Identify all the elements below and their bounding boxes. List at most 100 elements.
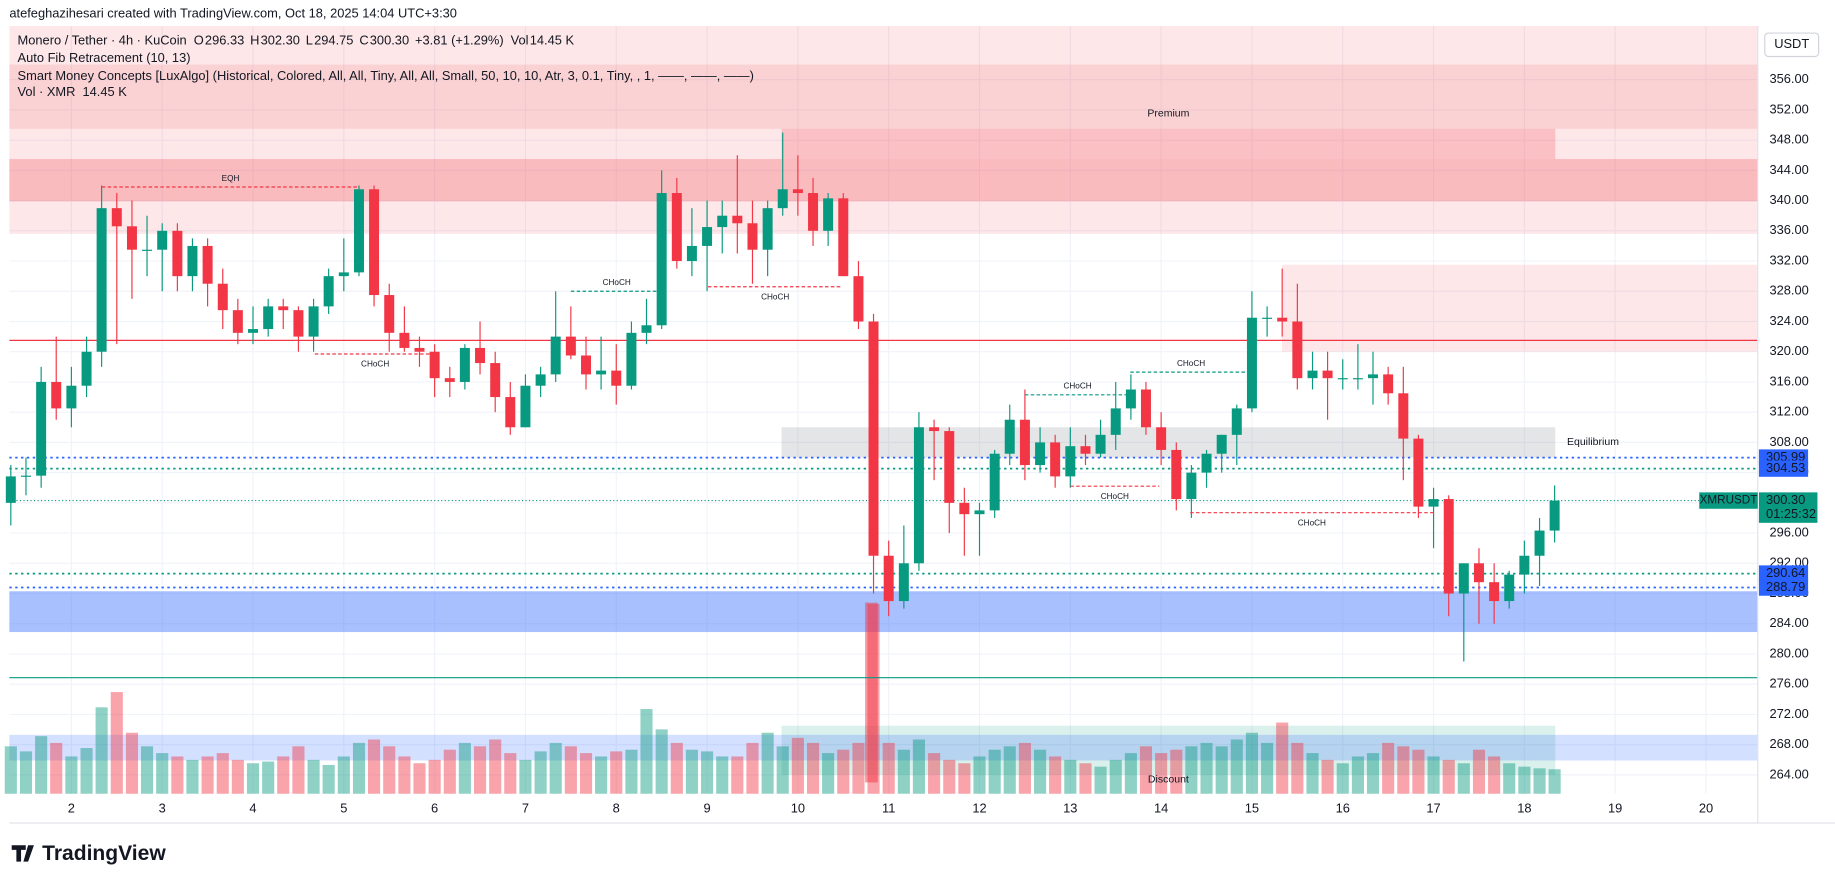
zone-label: Premium — [1147, 107, 1189, 119]
x-tick-label: 3 — [159, 800, 166, 815]
candle-body — [475, 347, 486, 364]
last-price-tag — [1758, 492, 1818, 523]
structure-label: CHoCH — [761, 292, 789, 301]
zone-label: Equilibrium — [1567, 436, 1619, 448]
candle-body — [944, 431, 955, 503]
candle-body — [747, 223, 758, 250]
volume-bar — [1306, 753, 1319, 794]
x-tick-label: 12 — [972, 800, 986, 815]
volume-bar — [958, 763, 971, 794]
volume-bar — [716, 756, 729, 794]
structure-label: CHoCH — [1298, 518, 1326, 527]
x-tick-label: 14 — [1154, 800, 1168, 815]
volume-bar — [1397, 746, 1410, 794]
volume-bar — [1261, 742, 1274, 794]
candle-body — [1171, 449, 1182, 500]
volume-bar — [140, 746, 154, 794]
currency-box[interactable] — [1764, 32, 1820, 58]
candle-body — [142, 249, 153, 251]
zone-label: Discount — [1148, 773, 1189, 785]
candle-body — [111, 208, 122, 227]
volume-bar — [822, 753, 835, 794]
candle-body — [248, 329, 259, 333]
candle-body — [414, 347, 425, 352]
volume-bar — [1170, 749, 1183, 794]
candle-body — [36, 381, 47, 476]
candle-body — [444, 378, 455, 382]
candle-body — [838, 198, 849, 277]
volume-bar — [837, 749, 850, 794]
volume-bar — [110, 692, 123, 794]
candle-body — [1050, 442, 1061, 477]
ohlc-value: 294.75 — [314, 33, 353, 48]
volume-bar — [988, 749, 1001, 794]
zone — [1281, 264, 1758, 352]
y-tick-label: 264.00 — [1769, 766, 1808, 781]
candle-body — [126, 226, 137, 250]
candle-body — [96, 208, 107, 352]
currency[interactable]: USDT — [1774, 36, 1809, 51]
volume-bar — [943, 759, 956, 794]
volume-bar — [246, 763, 260, 794]
volume-bar — [1109, 759, 1122, 794]
candle-body — [959, 502, 970, 515]
x-tick-label: 17 — [1426, 800, 1440, 815]
symbol: Monero / Tether · 4h · KuCoin — [18, 33, 187, 48]
volume-bar — [231, 759, 244, 794]
volume-bar — [95, 707, 108, 794]
volume-bar — [1124, 753, 1137, 794]
volume-bar — [443, 749, 456, 794]
x-tick-label: 4 — [249, 800, 256, 815]
structure-label: CHoCH — [1177, 359, 1205, 368]
volume-bar — [65, 756, 78, 794]
structure-label: CHoCH — [603, 278, 631, 287]
candle-body — [66, 385, 77, 409]
candle-body — [278, 306, 289, 311]
volume-bar — [458, 742, 471, 794]
volume-bar — [1049, 756, 1062, 794]
volume-bar — [867, 603, 880, 794]
zone — [781, 128, 1556, 160]
candle-body — [1277, 317, 1288, 322]
structure-label: CHoCH — [1063, 382, 1091, 391]
vol-indicator: Vol · XMR — [18, 84, 76, 99]
volume-bar — [1427, 756, 1440, 794]
volume-bar — [428, 759, 441, 794]
candle-body — [1383, 374, 1394, 394]
y-tick-label: 344.00 — [1769, 162, 1808, 177]
ohlc-key: C — [359, 33, 368, 48]
x-tick-label: 16 — [1336, 800, 1350, 815]
volume-bar — [1276, 722, 1289, 794]
candle-body — [641, 325, 652, 333]
volume-bar — [1139, 746, 1153, 794]
candle-body — [883, 555, 894, 602]
ohlc-value: 300.30 — [370, 33, 409, 48]
candle-body — [792, 189, 803, 194]
volume-bar — [519, 759, 532, 794]
volume-bar — [1003, 746, 1016, 794]
candle-body — [989, 453, 1000, 511]
volume-bar — [776, 746, 789, 794]
candle-body — [1216, 434, 1227, 454]
x-tick-label: 13 — [1063, 800, 1077, 815]
volume-bar — [670, 742, 683, 794]
volume-bar — [1064, 759, 1077, 794]
volume-bar — [655, 729, 668, 794]
candle-body — [1504, 574, 1515, 602]
y-tick-label: 268.00 — [1769, 736, 1808, 751]
volume-bar — [4, 746, 17, 794]
ohlc-key: H — [250, 33, 259, 48]
vol-value: 14.45 K — [530, 33, 575, 48]
x-tick-label: 8 — [613, 800, 620, 815]
volume-bar — [473, 746, 487, 794]
volume-bar — [852, 742, 865, 794]
candle-body — [1140, 389, 1151, 428]
volume-bar — [791, 737, 804, 794]
price-tag — [1758, 565, 1809, 582]
x-tick-label: 6 — [431, 800, 438, 815]
candle-body — [1367, 374, 1378, 379]
structure-label: CHoCH — [361, 360, 389, 369]
y-tick-label: 336.00 — [1769, 222, 1808, 237]
price-tag-label: 305.99 — [1766, 449, 1805, 464]
